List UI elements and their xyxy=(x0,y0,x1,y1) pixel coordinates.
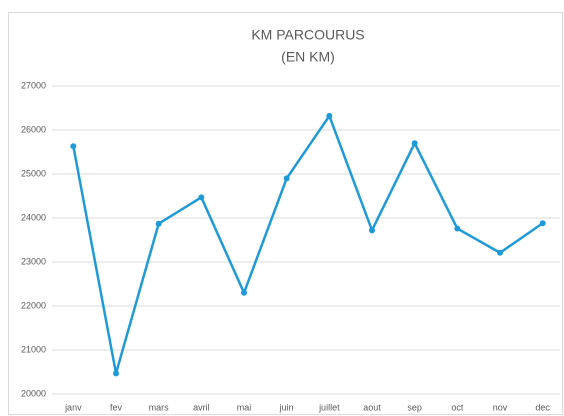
y-tick-label: 21000 xyxy=(21,344,46,354)
y-tick-label: 22000 xyxy=(21,300,46,310)
x-tick-label: aout xyxy=(363,402,381,412)
y-tick-label: 24000 xyxy=(21,212,46,222)
marker xyxy=(369,227,375,234)
x-tick-label: mars xyxy=(149,402,169,412)
chart-border xyxy=(8,12,563,415)
marker xyxy=(70,143,77,150)
y-tick-label: 27000 xyxy=(21,80,46,90)
marker xyxy=(283,175,290,182)
x-tick-label: mai xyxy=(237,402,252,412)
marker xyxy=(113,370,119,377)
y-tick-label: 26000 xyxy=(21,124,46,134)
x-tick-label: dec xyxy=(535,402,550,412)
marker xyxy=(198,194,205,201)
marker xyxy=(326,112,333,119)
chart-title: KM PARCOURUS xyxy=(251,27,364,43)
marker xyxy=(241,289,247,296)
marker xyxy=(454,225,461,232)
y-tick-label: 23000 xyxy=(21,256,46,266)
marker xyxy=(539,220,546,227)
y-tick-label: 25000 xyxy=(21,168,46,178)
x-tick-label: juillet xyxy=(318,402,340,412)
y-tick-label: 20000 xyxy=(21,388,46,398)
chart-subtitle: (EN KM) xyxy=(281,49,335,65)
line xyxy=(72,114,544,375)
x-tick-label: sep xyxy=(407,402,422,412)
x-tick-label: nov xyxy=(493,402,508,412)
x-tick-label: juin xyxy=(279,402,294,412)
x-tick-label: avril xyxy=(193,402,210,412)
marker xyxy=(497,249,503,256)
marker xyxy=(411,140,418,147)
marker xyxy=(155,220,162,227)
x-tick-label: fev xyxy=(110,402,123,412)
x-tick-label: janv xyxy=(64,402,82,412)
x-tick-label: oct xyxy=(451,402,464,412)
